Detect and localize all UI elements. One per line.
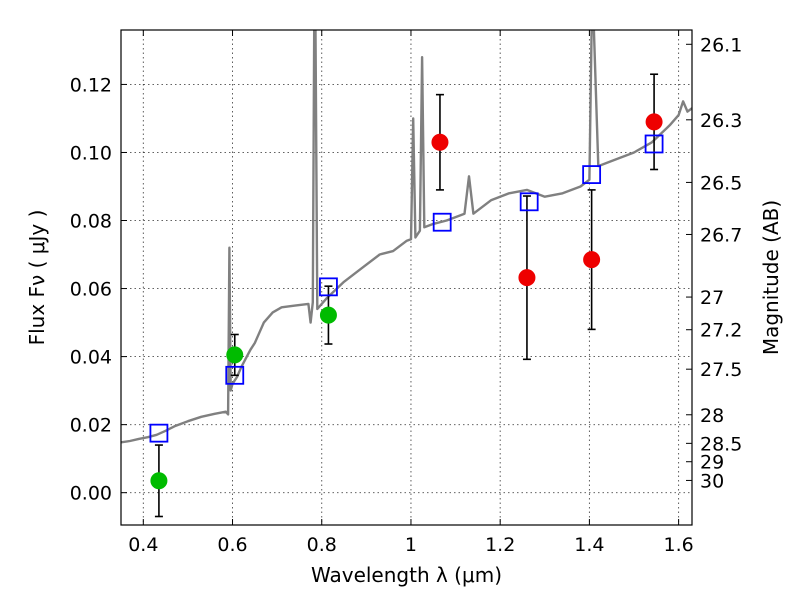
y-axis-label: Flux Fν ( μJy ) [25, 210, 49, 346]
grid-lines [121, 30, 692, 525]
x-tick-label: 1.6 [664, 534, 694, 556]
y-tick-label: 0.02 [70, 415, 112, 437]
y-tick-label: 0.12 [70, 74, 112, 96]
photometry-markers [149, 113, 664, 490]
y2-axis-label: Magnitude (AB) [759, 200, 783, 355]
y2-tick-label: 27.5 [700, 359, 742, 381]
model-square-marker [644, 134, 664, 154]
y-tick-label: 0.10 [70, 142, 112, 164]
x-tick-label: 0.8 [307, 534, 337, 556]
y-tick-label: 0.04 [70, 347, 112, 369]
model-square-marker [519, 192, 539, 212]
y-axis-ticks: 0.00 0.02 0.04 0.06 0.08 0.10 0.12 [70, 74, 127, 505]
y2-tick-label: 26.3 [700, 110, 742, 132]
observed-circle-marker [583, 251, 601, 269]
x-tick-label: 0.6 [217, 534, 247, 556]
observed-circle-marker [645, 113, 663, 131]
y2-tick-label: 28.5 [700, 433, 742, 455]
plot-frame [120, 29, 693, 526]
spectrum-line [121, 30, 692, 444]
observed-circle-marker [319, 306, 337, 324]
x-tick-label: 1.2 [485, 534, 515, 556]
y-tick-label: 0.06 [70, 279, 112, 301]
y2-tick-label: 28 [700, 405, 724, 427]
x-axis-ticks: 0.4 0.6 0.8 1 1.2 1.4 1.6 [128, 30, 694, 556]
observed-circle-marker [518, 269, 536, 287]
y2-tick-label: 29 [700, 452, 724, 474]
model-square-marker [582, 165, 602, 184]
x-tick-label: 0.4 [128, 534, 158, 556]
x-tick-label: 1 [405, 534, 417, 556]
y2-tick-label: 27.2 [700, 320, 742, 342]
x-tick-label: 1.4 [574, 534, 604, 556]
x-axis-label: Wavelength λ (μm) [311, 563, 502, 587]
y2-tick-label: 30 [700, 470, 724, 492]
y-tick-label: 0.00 [70, 483, 112, 505]
y2-tick-label: 27 [700, 287, 724, 309]
model-spectrum [121, 30, 692, 444]
model-square-marker [319, 277, 338, 297]
y2-tick-label: 26.1 [700, 34, 742, 56]
y2-tick-label: 26.5 [700, 172, 742, 194]
model-square-marker [149, 423, 169, 443]
observed-circle-marker [431, 133, 449, 151]
y-tick-label: 0.08 [70, 211, 112, 233]
model-square-marker [225, 365, 245, 385]
model-square-marker [432, 212, 452, 232]
observed-circle-marker [150, 472, 168, 490]
observed-circle-marker [226, 346, 244, 364]
y2-tick-label: 26.7 [700, 224, 742, 246]
